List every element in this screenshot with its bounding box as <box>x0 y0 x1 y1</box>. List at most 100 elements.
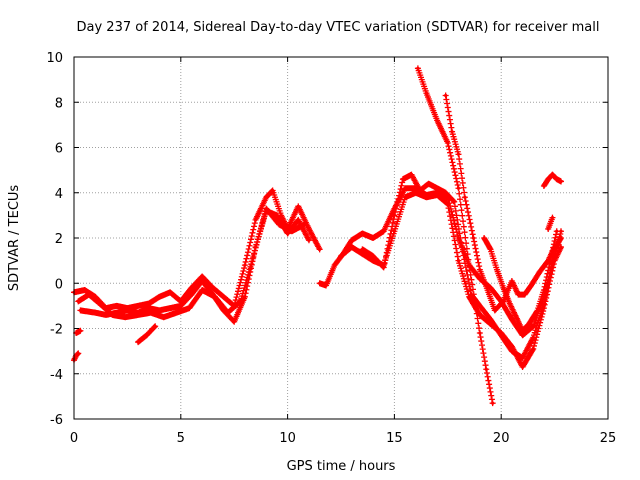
data-point <box>226 311 230 315</box>
data-point <box>179 304 183 308</box>
x-tick-label: 15 <box>386 431 403 446</box>
data-point <box>136 304 140 308</box>
data-point <box>520 356 525 360</box>
data-point <box>424 195 429 199</box>
data-point <box>538 270 542 274</box>
data-point <box>471 236 476 240</box>
data-point <box>435 193 439 197</box>
data-point <box>461 249 465 254</box>
data-point <box>478 331 482 335</box>
y-axis-label: SDTVAR / TECUs <box>7 185 22 292</box>
data-point <box>271 188 275 193</box>
data-point <box>542 288 546 292</box>
data-point <box>444 93 448 98</box>
data-point <box>414 191 418 195</box>
data-point <box>213 295 217 299</box>
data-point <box>264 195 268 199</box>
data-point <box>559 245 563 249</box>
series-track-4 <box>135 323 159 346</box>
data-point <box>153 324 157 328</box>
data-point <box>189 292 194 297</box>
data-point <box>78 329 83 333</box>
data-point <box>548 259 552 263</box>
data-point <box>403 195 407 199</box>
data-point <box>484 367 488 371</box>
data-point <box>450 130 454 134</box>
data-point <box>510 279 514 283</box>
data-point <box>239 299 243 303</box>
data-point <box>418 188 422 193</box>
data-point <box>93 311 97 315</box>
data-point <box>324 283 328 288</box>
data-point <box>482 236 486 240</box>
series-track-12 <box>545 214 556 232</box>
data-point <box>76 299 80 303</box>
data-point <box>523 292 527 297</box>
series-track-10 <box>481 228 560 334</box>
data-point <box>435 118 439 122</box>
y-tick-label: 6 <box>55 142 63 157</box>
series-track-1 <box>71 187 323 312</box>
data-point <box>189 286 194 290</box>
data-point <box>382 265 386 270</box>
data-point <box>221 295 226 299</box>
data-point <box>149 311 153 315</box>
data-point <box>157 308 162 312</box>
data-point <box>104 313 108 317</box>
data-point <box>277 222 281 227</box>
data-points <box>71 65 565 407</box>
data-point-markers <box>71 187 323 312</box>
y-tick-label: 4 <box>55 187 63 202</box>
x-tick-label: 10 <box>279 431 296 446</box>
data-point <box>87 292 91 297</box>
data-point <box>452 200 456 204</box>
data-point <box>559 179 563 184</box>
data-point <box>493 308 497 312</box>
data-point <box>303 222 307 227</box>
data-point <box>168 290 172 294</box>
data-point <box>516 292 520 297</box>
data-point <box>157 295 162 299</box>
series-track-5 <box>316 185 565 339</box>
data-point <box>174 311 179 315</box>
data-point <box>264 206 268 211</box>
data-point <box>446 141 450 145</box>
data-point <box>520 365 525 369</box>
data-point <box>350 245 354 249</box>
data-point <box>360 252 364 256</box>
data-point <box>200 279 204 283</box>
data-point <box>508 302 512 306</box>
data-point <box>444 191 448 195</box>
data-point <box>531 324 535 328</box>
series-track-13 <box>71 350 82 364</box>
grid <box>74 57 608 419</box>
data-point <box>332 263 337 267</box>
data-point <box>486 290 490 294</box>
data-point <box>253 218 258 222</box>
data-point <box>360 247 364 251</box>
data-point <box>510 317 514 322</box>
data-point <box>456 259 461 263</box>
data-point <box>401 177 405 181</box>
data-point <box>200 288 204 292</box>
data-point <box>200 274 204 279</box>
y-tick-label: 2 <box>55 232 63 247</box>
x-tick-label: 25 <box>600 431 617 446</box>
data-point <box>559 236 563 240</box>
data-point <box>296 204 300 208</box>
data-point <box>510 349 514 353</box>
data-point <box>187 306 191 310</box>
data-point <box>74 331 78 335</box>
data-point <box>371 254 375 258</box>
data-point <box>307 227 311 231</box>
data-point <box>499 333 503 337</box>
data-point <box>416 66 420 70</box>
data-point <box>535 308 540 312</box>
data-point <box>115 304 119 308</box>
data-point-markers <box>75 205 308 321</box>
data-point <box>520 329 525 333</box>
y-tick-label: -2 <box>50 323 63 338</box>
chart-title: Day 237 of 2014, Sidereal Day-to-day VTE… <box>77 20 600 35</box>
data-point <box>478 268 482 272</box>
data-point <box>125 308 129 312</box>
